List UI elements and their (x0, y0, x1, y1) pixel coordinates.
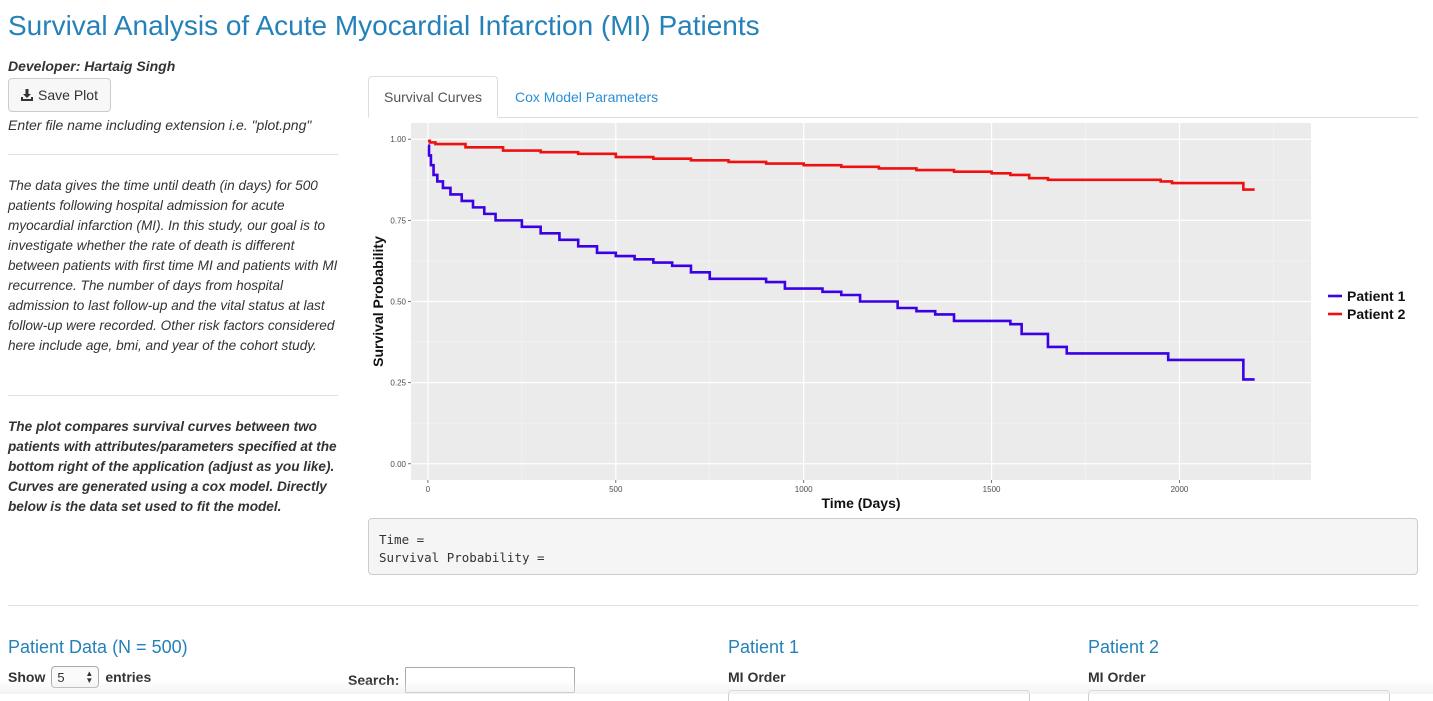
table-search: Search: (348, 667, 576, 693)
tab-bar: Survival Curves Cox Model Parameters (368, 76, 1418, 118)
divider (8, 395, 338, 396)
download-icon (21, 89, 34, 101)
patient-data-title: Patient Data (N = 500) (8, 637, 188, 657)
page-length-control: Show 5 ▲ ▼ entries (8, 666, 151, 688)
patient2-mi-order-label: MI Order (1088, 669, 1146, 685)
y-axis-title: Survival Probability (370, 236, 386, 367)
y-tick-label: 0.50 (390, 298, 406, 307)
hover-survival-probability: Survival Probability = (379, 550, 545, 565)
patient2-mi-order-select[interactable] (1088, 690, 1390, 701)
show-label: Show (8, 669, 46, 685)
x-tick-label: 1000 (795, 485, 813, 494)
hover-info-panel: Time = Survival Probability = (368, 518, 1418, 575)
entries-label: entries (105, 669, 152, 685)
patient1-title: Patient 1 (728, 637, 800, 657)
select-arrows-icon: ▲ ▼ (85, 669, 94, 685)
patient1-mi-order-label: MI Order (728, 669, 786, 685)
search-label: Search: (348, 672, 400, 688)
divider (8, 154, 338, 155)
y-tick-label: 0.75 (390, 216, 406, 225)
y-tick-label: 0.00 (390, 460, 406, 469)
save-plot-button[interactable]: Save Plot (8, 78, 111, 112)
search-input[interactable] (405, 667, 576, 693)
series-line-2 (427, 139, 1255, 191)
y-tick-label: 0.25 (390, 379, 406, 388)
save-plot-label: Save Plot (38, 87, 98, 103)
x-tick-label: 0 (426, 485, 431, 494)
patient2-title: Patient 2 (1088, 637, 1160, 657)
survival-chart[interactable]: 0 500 1000 1500 2000 0.00 0.25 0.50 0.75 1.00 Time… (368, 118, 1418, 516)
tab-cox-model-parameters[interactable]: Cox Model Parameters (515, 88, 659, 105)
plot-description: The plot compares survival curves betwee… (8, 419, 337, 514)
legend-label-1: Patient 1 (1347, 288, 1406, 304)
x-tick-label: 2000 (1171, 485, 1189, 494)
patient1-mi-order-select[interactable] (728, 690, 1030, 701)
y-tick-label: 1.00 (390, 135, 406, 144)
page-length-value: 5 (57, 669, 65, 685)
x-tick-label: 500 (609, 485, 623, 494)
tab-survival-curves[interactable]: Survival Curves (368, 76, 499, 118)
x-tick-label: 1500 (983, 485, 1001, 494)
page-title: Survival Analysis of Acute Myocardial In… (8, 10, 760, 41)
divider (8, 605, 1418, 606)
x-axis-title: Time (Days) (821, 495, 900, 511)
legend-label-2: Patient 2 (1347, 306, 1406, 322)
developer-credit: Developer: Hartaig Singh (8, 58, 176, 74)
data-description: The data gives the time until death (in … (8, 178, 338, 353)
page-length-select[interactable]: 5 ▲ ▼ (51, 666, 100, 688)
series-line-1 (427, 144, 1255, 381)
hover-time: Time = (379, 532, 425, 547)
filename-hint: Enter file name including extension i.e.… (8, 117, 312, 133)
